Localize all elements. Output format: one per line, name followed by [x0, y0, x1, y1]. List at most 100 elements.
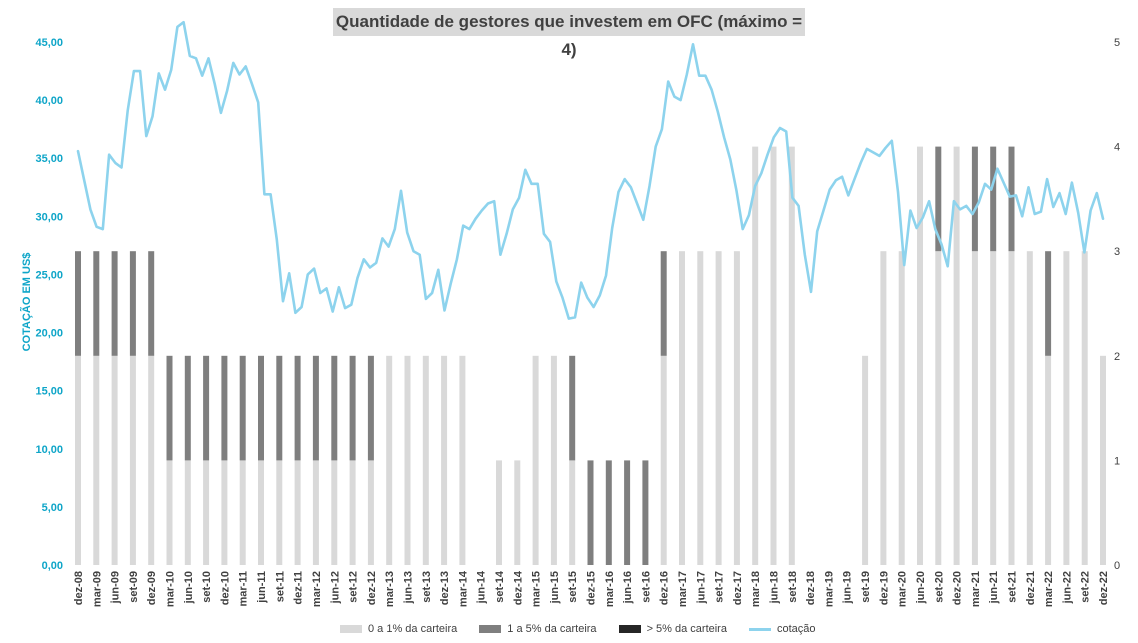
bar-low-mar-20	[898, 251, 905, 565]
bar-low-jun-12	[331, 460, 338, 565]
y-axis-label: COTAÇÃO EM US$	[20, 253, 33, 352]
right-tick-label: 2	[1114, 351, 1120, 363]
x-tick-label: jun-19	[842, 571, 854, 604]
bar-low-set-15	[569, 460, 576, 565]
bar-low-mar-14	[459, 355, 466, 565]
bar-mid-set-21	[1008, 146, 1015, 252]
x-tick-label: set-10	[201, 571, 213, 603]
bar-mid-set-16	[642, 460, 649, 565]
x-tick-label: dez-15	[586, 571, 598, 605]
bar-mid-set-09	[129, 251, 136, 356]
x-tick-label: jun-21	[988, 571, 1000, 604]
x-tick-label: mar-15	[531, 571, 543, 607]
left-tick-label: 45,00	[35, 37, 63, 49]
bar-low-dez-22	[1100, 355, 1106, 565]
x-tick-label: set-09	[128, 571, 140, 603]
bar-low-dez-11	[294, 460, 301, 565]
bar-mid-dez-15	[587, 460, 594, 565]
x-tick-label: set-12	[348, 571, 360, 603]
x-tick-label: dez-08	[73, 571, 85, 605]
bar-mid-jun-10	[184, 355, 191, 461]
x-tick-label: dez-13	[439, 571, 451, 605]
bar-low-jun-22	[1063, 251, 1070, 565]
bar-low-jun-11	[258, 460, 264, 565]
bar-low-jun-21	[990, 251, 997, 565]
bar-low-set-10	[203, 460, 210, 565]
legend-label-line: cotação	[776, 623, 816, 635]
bar-mid-dez-08	[75, 251, 81, 356]
bar-low-mar-13	[386, 355, 393, 565]
x-tick-label: jun-10	[183, 571, 195, 604]
bar-mid-jun-21	[990, 146, 997, 252]
bar-low-jun-15	[550, 355, 557, 565]
bar-mid-mar-10	[166, 355, 173, 461]
bar-low-dez-16	[660, 355, 667, 565]
x-tick-label: mar-11	[238, 571, 250, 606]
bar-mid-mar-16	[605, 460, 612, 565]
x-tick-label: mar-10	[165, 571, 177, 607]
bar-mid-jun-11	[258, 355, 264, 461]
x-tick-label: mar-13	[384, 571, 396, 607]
legend-item-line: cotação	[748, 623, 816, 635]
bar-low-set-11	[276, 460, 283, 565]
bar-low-mar-21	[971, 251, 978, 565]
left-tick-label: 5,00	[42, 502, 63, 514]
x-tick-label: mar-14	[457, 570, 469, 607]
x-tick-label: jun-15	[549, 571, 561, 604]
bar-low-set-13	[422, 355, 429, 565]
bar-mid-mar-12	[312, 355, 319, 461]
x-tick-label: set-14	[494, 570, 506, 603]
x-tick-label: dez-09	[146, 571, 158, 605]
left-tick-label: 0,00	[42, 560, 63, 572]
bar-low-dez-17	[733, 251, 740, 565]
x-tick-label: mar-22	[1043, 571, 1055, 607]
x-tick-label: jun-11	[256, 571, 268, 604]
left-axis-ticks: 0,00 5,00 10,00 15,00 20,00 25,00 30,00 35,00 40…	[35, 37, 63, 572]
x-tick-label: mar-09	[91, 571, 103, 607]
bar-mid-mar-11	[239, 355, 246, 461]
bar-mid-dez-16	[660, 251, 667, 356]
legend-swatch-line	[748, 627, 771, 631]
x-tick-label: set-11	[274, 571, 286, 602]
x-tick-label: set-13	[421, 571, 433, 603]
x-tick-label: dez-12	[366, 571, 378, 605]
x-tick-label: jun-14	[476, 570, 488, 604]
bar-low-dez-12	[367, 460, 374, 565]
legend-item-mid: 1 a 5% da carteira	[479, 623, 597, 635]
bar-low-set-20	[935, 251, 942, 565]
bar-mid-dez-12	[367, 355, 374, 461]
bar-low-mar-15	[532, 355, 539, 565]
bar-low-dez-21	[1026, 251, 1033, 565]
x-tick-label: set-22	[1080, 571, 1092, 603]
x-tick-label: jun-09	[110, 571, 122, 604]
x-tick-label: dez-11	[293, 571, 305, 605]
bar-mid-mar-22	[1045, 251, 1052, 356]
x-tick-label: jun-12	[329, 571, 341, 604]
x-tick-label: jun-22	[1061, 571, 1073, 604]
bar-low-mar-11	[239, 460, 246, 565]
bar-low-set-19	[862, 355, 869, 565]
legend-swatch-low	[340, 625, 362, 633]
x-tick-label: jun-13	[403, 571, 415, 604]
bar-mid-set-10	[203, 355, 210, 461]
x-tick-label: mar-21	[970, 571, 982, 607]
x-tick-label: dez-21	[1025, 571, 1037, 605]
bar-mid-mar-09	[93, 251, 100, 356]
bar-mid-dez-10	[221, 355, 228, 461]
x-tick-label: mar-18	[750, 571, 762, 607]
bar-low-jun-20	[917, 146, 923, 565]
bar-low-set-21	[1008, 251, 1015, 565]
bar-low-set-18	[788, 146, 795, 565]
bar-low-dez-20	[953, 146, 960, 565]
bar-low-jun-09	[111, 355, 118, 565]
bar-low-set-14	[496, 460, 502, 565]
left-tick-label: 10,00	[35, 444, 63, 456]
legend-swatch-mid	[479, 625, 502, 633]
bar-low-dez-10	[221, 460, 228, 565]
line-cotacao	[76, 20, 1105, 320]
x-tick-label: jun-20	[915, 571, 927, 604]
x-tick-label: jun-17	[695, 571, 707, 604]
bar-low-mar-22	[1045, 355, 1052, 565]
legend-label-high: > 5% da carteira	[646, 623, 727, 635]
bar-low-dez-08	[75, 355, 81, 565]
